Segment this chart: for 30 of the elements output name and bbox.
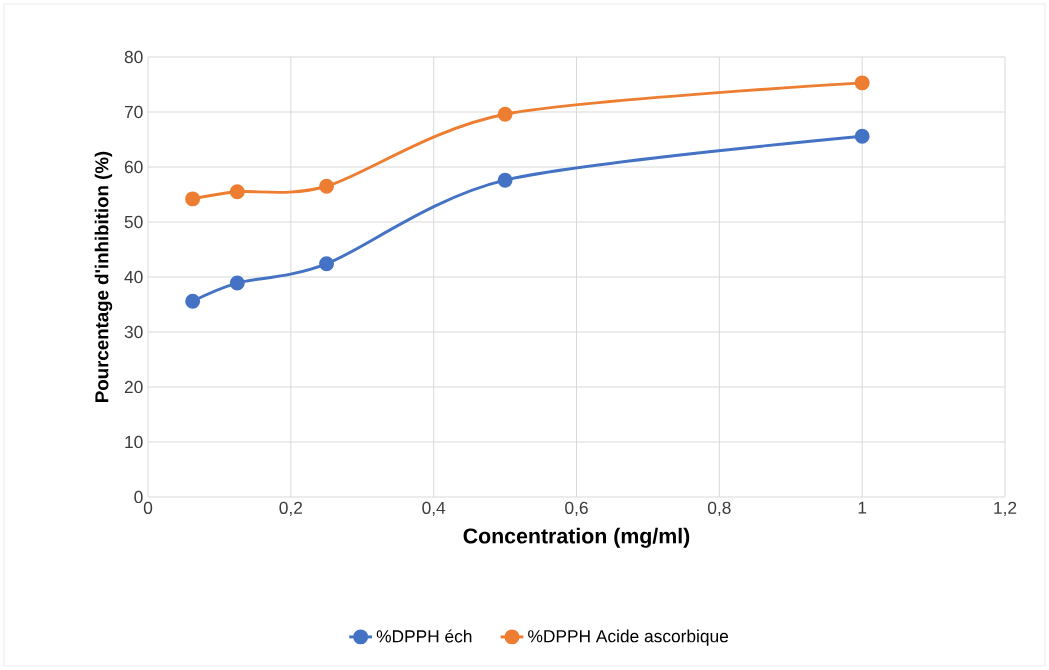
x-tick-label: 0,8 — [707, 501, 731, 517]
point — [319, 178, 335, 194]
y-tick-label: 30 — [124, 325, 143, 339]
y-axis-title: Pourcentage d'inhibition (%) — [94, 151, 113, 402]
x-tick-label: 1 — [858, 501, 867, 514]
x-tick-label: 0 — [143, 501, 153, 514]
point — [229, 275, 245, 291]
point — [319, 256, 335, 272]
point — [229, 184, 245, 200]
x-tick-label: 0,2 — [279, 501, 303, 517]
point — [854, 128, 870, 144]
y-tick-label: 40 — [124, 270, 143, 284]
point — [854, 75, 870, 91]
y-tick-label: 20 — [124, 380, 143, 394]
x-tick-label: 1,2 — [994, 501, 1017, 517]
point — [497, 172, 513, 188]
point — [185, 293, 201, 309]
x-tick-label: 0,4 — [422, 501, 446, 517]
y-tick-label: 60 — [124, 160, 143, 174]
x-axis-title: Concentration (mg/ml) — [463, 527, 690, 548]
y-tick-label: 80 — [124, 50, 143, 64]
legend-label: %DPPH éch — [376, 629, 472, 643]
point — [497, 106, 513, 122]
y-tick-label: 50 — [124, 215, 143, 229]
point — [185, 191, 201, 207]
x-tick-label: 0,6 — [565, 501, 588, 517]
legend-label: %DPPH Acide ascorbique — [528, 629, 729, 646]
y-tick-label: 70 — [124, 105, 143, 119]
y-tick-label: 0 — [134, 490, 143, 504]
y-tick-label: 10 — [125, 435, 143, 449]
